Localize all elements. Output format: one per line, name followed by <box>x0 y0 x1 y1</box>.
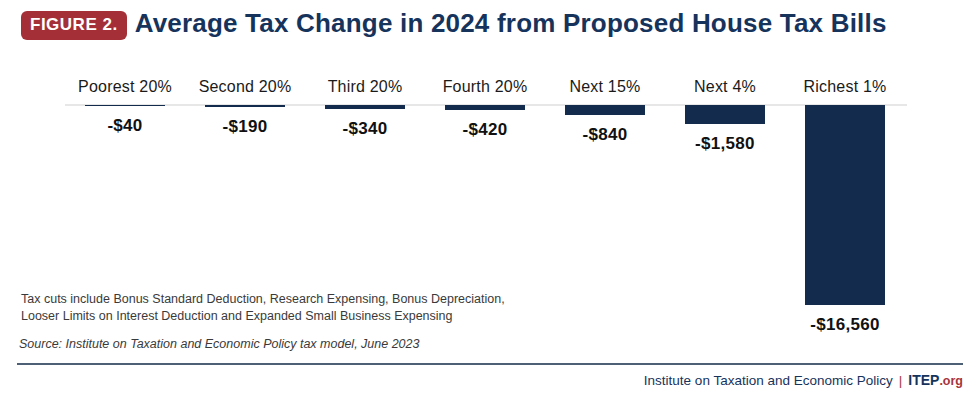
bar-richest-1- <box>805 105 885 305</box>
chart-title: Average Tax Change in 2024 from Proposed… <box>135 8 887 39</box>
category-label: Next 4% <box>665 78 785 96</box>
value-label: -$420 <box>425 120 545 140</box>
bar-second-20- <box>205 105 285 107</box>
category-label: Poorest 20% <box>65 78 185 96</box>
footer-org-name: Institute on Taxation and Economic Polic… <box>644 373 893 388</box>
footer: Institute on Taxation and Economic Polic… <box>644 372 963 388</box>
value-label: -$1,580 <box>665 134 785 154</box>
value-label: -$190 <box>185 117 305 137</box>
value-label: -$840 <box>545 125 665 145</box>
footnote-line-2: Looser Limits on Interest Deduction and … <box>21 308 541 325</box>
bar-poorest-20- <box>85 105 165 106</box>
bar-third-20- <box>325 105 405 109</box>
chart-column: Next 15% -$840 <box>545 76 665 336</box>
footnote: Tax cuts include Bonus Standard Deductio… <box>21 291 541 324</box>
chart-column: Richest 1% -$16,560 <box>785 76 905 336</box>
source-note: Source: Institute on Taxation and Econom… <box>19 337 579 351</box>
bar-next-15- <box>565 105 645 115</box>
footnote-line-1: Tax cuts include Bonus Standard Deductio… <box>21 291 541 308</box>
footer-divider <box>17 363 963 365</box>
bar-next-4- <box>685 105 765 124</box>
category-label: Richest 1% <box>785 78 905 96</box>
figure-number-badge: FIGURE 2. <box>21 11 127 40</box>
footer-brand-suffix[interactable]: .org <box>939 374 963 388</box>
category-label: Second 20% <box>185 78 305 96</box>
value-label: -$16,560 <box>785 315 905 335</box>
category-label: Next 15% <box>545 78 665 96</box>
value-label: -$340 <box>305 119 425 139</box>
category-label: Fourth 20% <box>425 78 545 96</box>
category-label: Third 20% <box>305 78 425 96</box>
figure-header: FIGURE 2. Average Tax Change in 2024 fro… <box>21 8 971 40</box>
footer-brand-link[interactable]: ITEP <box>908 372 939 388</box>
chart-column: Next 4% -$1,580 <box>665 76 785 336</box>
value-label: -$40 <box>65 116 185 136</box>
bar-fourth-20- <box>445 105 525 110</box>
footer-separator: | <box>893 373 909 388</box>
